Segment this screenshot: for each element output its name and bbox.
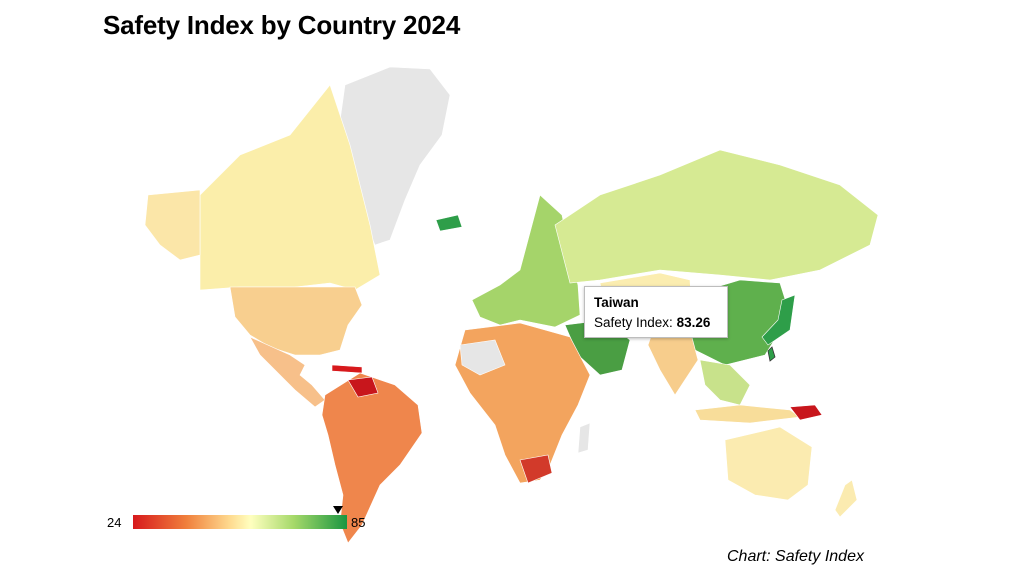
- region-venezuela[interactable]: [347, 376, 379, 398]
- legend-color-scale: [133, 515, 347, 529]
- region-indonesia[interactable]: [694, 404, 801, 424]
- region-taiwan[interactable]: [767, 346, 776, 362]
- country-tooltip: Taiwan Safety Index: 83.26: [584, 286, 728, 338]
- tooltip-country: Taiwan: [594, 295, 639, 310]
- region-south-africa[interactable]: [519, 454, 553, 484]
- region-new-zealand[interactable]: [834, 479, 858, 518]
- region-australia[interactable]: [724, 426, 813, 501]
- region-south-america[interactable]: [321, 372, 423, 544]
- region-japan[interactable]: [761, 294, 796, 346]
- tooltip-metric: Safety Index: 83.26: [594, 313, 718, 333]
- tooltip-value: 83.26: [676, 315, 711, 330]
- region-europe[interactable]: [471, 194, 581, 328]
- legend-min-label: 24: [107, 515, 122, 530]
- region-caribbean[interactable]: [331, 364, 363, 374]
- region-alaska[interactable]: [144, 189, 201, 261]
- legend-max-label: 85: [351, 515, 366, 530]
- region-usa[interactable]: [229, 286, 363, 356]
- region-russia[interactable]: [554, 149, 879, 284]
- region-madagascar[interactable]: [577, 422, 591, 454]
- region-png[interactable]: [789, 404, 823, 421]
- world-map: [144, 66, 879, 544]
- region-africa-no-data[interactable]: [459, 339, 506, 376]
- region-se-asia[interactable]: [699, 359, 751, 406]
- region-iceland[interactable]: [435, 214, 463, 232]
- tooltip-label: Safety Index:: [594, 315, 677, 330]
- chart-source: Chart: Safety Index: [727, 548, 864, 565]
- chart-title: Safety Index by Country 2024: [103, 10, 461, 40]
- legend-value-marker: [333, 506, 343, 514]
